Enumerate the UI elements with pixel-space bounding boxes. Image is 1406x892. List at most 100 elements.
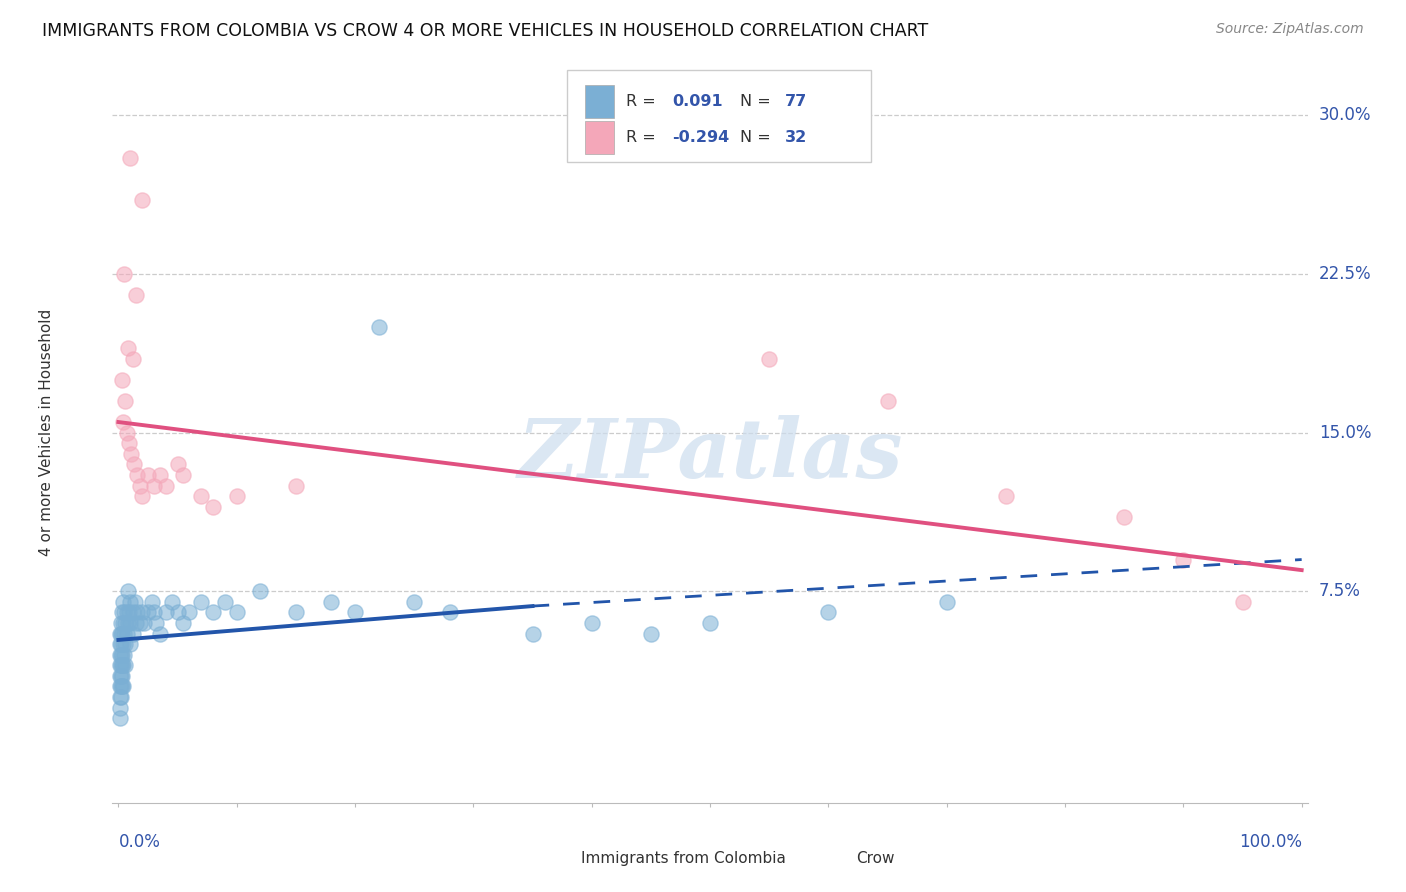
Text: Immigrants from Colombia: Immigrants from Colombia [581, 851, 786, 866]
Point [112, 415, 135, 429]
Point [108, 680, 131, 694]
Point [128, 615, 150, 630]
Text: Source: ZipAtlas.com: Source: ZipAtlas.com [1216, 22, 1364, 37]
Point [108, 648, 131, 662]
Point [112, 267, 135, 281]
Point [108, 658, 131, 673]
Point [1232, 595, 1254, 609]
Text: 32: 32 [786, 130, 807, 145]
Point [122, 458, 145, 472]
Point [142, 606, 165, 620]
Text: R =: R = [627, 95, 661, 109]
Point [190, 489, 212, 503]
Point [108, 669, 131, 683]
Point [142, 478, 165, 492]
Text: -0.294: -0.294 [672, 130, 730, 145]
Point [131, 193, 153, 207]
Point [160, 595, 183, 609]
Point [112, 626, 135, 640]
Point [699, 615, 721, 630]
Point [114, 615, 136, 630]
Point [640, 626, 662, 640]
Point [118, 606, 141, 620]
Point [115, 606, 138, 620]
Point [108, 690, 131, 704]
Point [128, 478, 150, 492]
Point [110, 615, 132, 630]
Point [249, 584, 271, 599]
Point [121, 626, 143, 640]
Point [125, 288, 148, 302]
Point [110, 648, 132, 662]
Point [111, 680, 134, 694]
Text: 22.5%: 22.5% [1319, 265, 1371, 283]
FancyBboxPatch shape [585, 85, 614, 119]
Point [117, 584, 139, 599]
Point [112, 637, 135, 651]
Text: 4 or more Vehicles in Household: 4 or more Vehicles in Household [39, 309, 55, 557]
Point [141, 595, 163, 609]
Text: ZIPatlas: ZIPatlas [517, 415, 903, 495]
Point [110, 680, 132, 694]
Text: 77: 77 [786, 95, 807, 109]
Point [110, 669, 132, 683]
Point [284, 606, 307, 620]
Point [155, 478, 177, 492]
Point [172, 467, 194, 482]
Point [120, 615, 142, 630]
Point [994, 489, 1017, 503]
Point [136, 467, 159, 482]
Point [112, 680, 135, 694]
Point [117, 615, 139, 630]
Point [225, 489, 247, 503]
Point [112, 615, 135, 630]
Point [817, 606, 839, 620]
Point [145, 615, 167, 630]
Text: 15.0%: 15.0% [1319, 424, 1371, 442]
Point [120, 447, 142, 461]
Text: N =: N = [740, 130, 776, 145]
Text: 0.0%: 0.0% [118, 833, 160, 851]
Point [134, 615, 156, 630]
Point [935, 595, 957, 609]
Point [172, 615, 194, 630]
Point [125, 615, 148, 630]
Point [108, 711, 131, 725]
Point [108, 637, 131, 651]
Point [522, 626, 544, 640]
Point [110, 658, 132, 673]
Text: 100.0%: 100.0% [1239, 833, 1302, 851]
Point [581, 615, 603, 630]
Point [404, 595, 426, 609]
Point [111, 669, 134, 683]
Point [121, 606, 143, 620]
Point [112, 595, 135, 609]
Point [120, 595, 142, 609]
Point [367, 319, 389, 334]
Point [202, 606, 225, 620]
Point [166, 458, 188, 472]
Point [111, 373, 134, 387]
Point [202, 500, 225, 514]
Point [127, 467, 149, 482]
Point [166, 606, 188, 620]
Point [108, 626, 131, 640]
Point [179, 606, 201, 620]
Point [120, 637, 142, 651]
Point [111, 626, 134, 640]
Point [439, 606, 461, 620]
Point [1114, 510, 1136, 524]
Point [149, 626, 172, 640]
Point [127, 606, 149, 620]
Point [108, 700, 131, 714]
Point [758, 351, 780, 366]
Point [111, 648, 134, 662]
Point [120, 151, 142, 165]
Text: Crow: Crow [856, 851, 894, 866]
FancyBboxPatch shape [567, 70, 872, 162]
FancyBboxPatch shape [543, 844, 569, 872]
Point [114, 658, 136, 673]
Point [117, 341, 139, 355]
Point [190, 595, 212, 609]
FancyBboxPatch shape [818, 844, 844, 872]
